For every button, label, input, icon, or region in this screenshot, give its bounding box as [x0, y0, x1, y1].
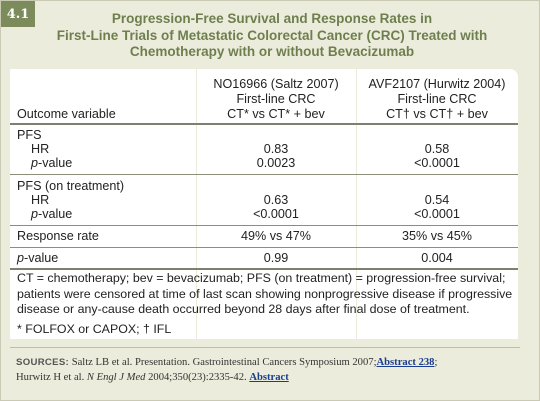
figure-number-badge: 4.1 — [1, 1, 35, 27]
pfs-on-treatment-p-value: <0.0001 — [253, 207, 299, 221]
pfs-p-label: p-value — [31, 156, 73, 170]
response-rate-value: 35% vs 45% — [401, 229, 472, 243]
title-line-2: First-Line Trials of Metastatic Colorect… — [56, 27, 488, 43]
sources-line-1: SOURCES: Saltz LB et al. Presentation. G… — [16, 355, 521, 370]
sources-divider — [10, 347, 520, 348]
source-author: Hurwitz H et al. — [16, 372, 87, 383]
pfs-on-treatment-hr-value: 0.54 — [424, 193, 450, 207]
col1-line: First-line CRC — [236, 92, 316, 106]
sources-label: SOURCES: — [16, 357, 70, 368]
pfs-hr-label: HR — [31, 142, 50, 156]
regimen-footnote: * FOLFOX or CAPOX; † IFL — [17, 322, 172, 336]
source-citation-text: Saltz LB et al. Presentation. Gastrointe… — [69, 357, 377, 368]
response-rate-value: 49% vs 47% — [240, 229, 311, 243]
row-rule — [10, 174, 518, 175]
abstract-link[interactable]: Abstract — [249, 372, 289, 383]
pfs-hr-value: 0.83 — [263, 142, 289, 156]
column-divider — [196, 69, 197, 339]
row-rule — [10, 247, 518, 248]
p-value-row-label: p-value — [17, 251, 59, 265]
response-rate-label: Response rate — [17, 229, 99, 243]
pfs-on-treatment-p-value: <0.0001 — [414, 207, 460, 221]
row-rule — [10, 225, 518, 226]
table-panel: NO16966 (Saltz 2007) First-line CRC CT* … — [10, 69, 518, 339]
footnote-line: CT = chemotherapy; bev = bevacizumab; PF… — [17, 271, 506, 285]
pfs-on-treatment-hr-value: 0.63 — [263, 193, 289, 207]
footnote-line: patients were censored at time of last s… — [17, 286, 513, 301]
col1-comparison: CT* vs CT* + bev — [227, 107, 325, 121]
col2-study: AVF2107 (Hurwitz 2004) — [368, 77, 506, 91]
col2-comparison: CT† vs CT† + bev — [386, 107, 488, 121]
source-journal: N Engl J Med — [86, 372, 146, 383]
table-bottom-rule — [10, 268, 518, 270]
col2-line: First-line CRC — [397, 92, 477, 106]
pfs-p-value: 0.0023 — [256, 156, 296, 170]
footnote-line: disease or any-cause death occurred beyo… — [17, 302, 470, 316]
outcome-variable-header: Outcome variable — [17, 107, 116, 121]
col1-study: NO16966 (Saltz 2007) — [213, 77, 339, 91]
pfs-p-value: <0.0001 — [414, 156, 460, 170]
abbreviations-footnote: CT = chemotherapy; bev = bevacizumab; PF… — [17, 271, 515, 318]
title-line-3: Chemotherapy with or without Bevacizumab — [129, 44, 415, 59]
pfs-on-treatment-p-label: p-value — [31, 207, 73, 221]
abstract-238-link[interactable]: Abstract 238 — [376, 357, 435, 368]
source-citation-text: 2004;350(23):2335-42. — [145, 372, 250, 383]
source-punctuation: ; — [434, 357, 438, 368]
p-value-row-value: 0.004 — [421, 251, 453, 265]
pfs-label: PFS — [17, 128, 42, 142]
pfs-on-treatment-label: PFS (on treatment) — [17, 179, 125, 193]
figure-title: Progression-Free Survival and Response R… — [41, 11, 503, 61]
header-rule — [10, 123, 518, 125]
sources-line-2: Hurwitz H et al. N Engl J Med 2004;350(2… — [16, 370, 521, 385]
column-divider — [356, 69, 357, 339]
pfs-on-treatment-hr-label: HR — [31, 193, 50, 207]
p-value-row-value: 0.99 — [263, 251, 289, 265]
title-line-1: Progression-Free Survival and Response R… — [111, 11, 433, 26]
sources: SOURCES: Saltz LB et al. Presentation. G… — [16, 355, 521, 385]
pfs-hr-value: 0.58 — [424, 142, 450, 156]
